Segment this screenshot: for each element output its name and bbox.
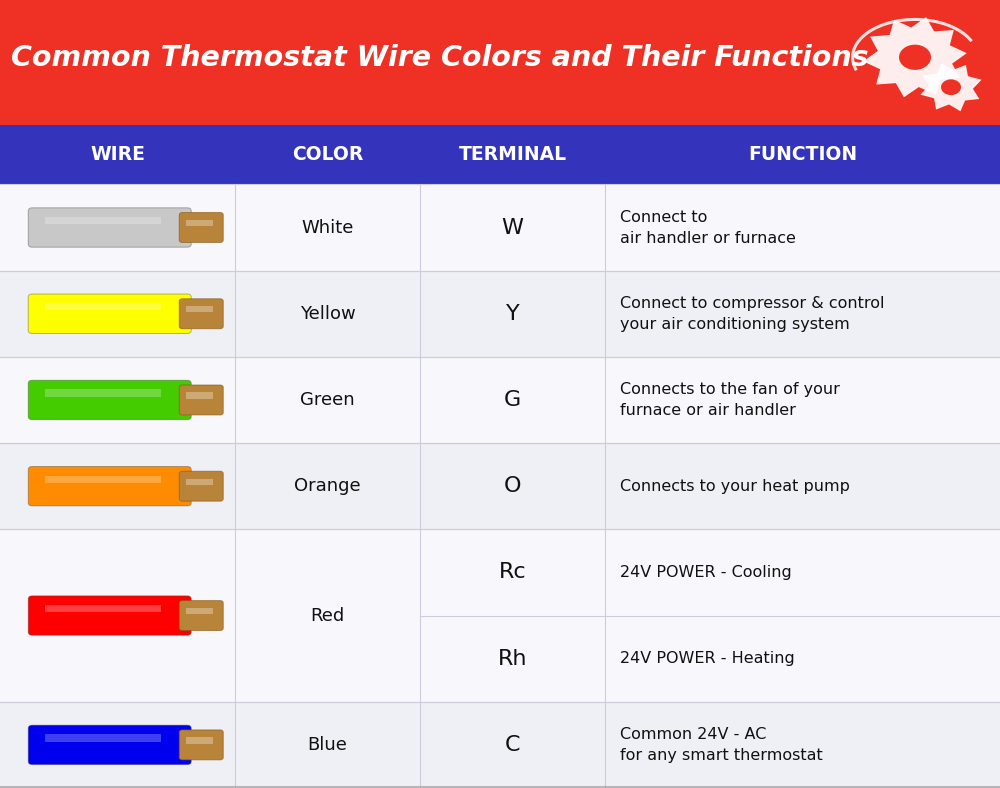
Text: Connects to the fan of your
furnace or air handler: Connects to the fan of your furnace or a…	[620, 382, 840, 418]
Text: TERMINAL: TERMINAL	[458, 145, 567, 164]
FancyBboxPatch shape	[179, 299, 223, 329]
Text: WIRE: WIRE	[90, 145, 145, 164]
Bar	[35, 299, 190, 333]
Bar	[186, 738, 213, 744]
Bar	[0, 443, 1000, 530]
Text: O: O	[504, 476, 521, 496]
Text: COLOR: COLOR	[292, 145, 363, 164]
Text: Blue: Blue	[308, 736, 347, 754]
Polygon shape	[863, 17, 967, 97]
Bar	[35, 386, 190, 419]
FancyBboxPatch shape	[28, 466, 191, 506]
Bar	[186, 220, 213, 226]
Bar	[186, 307, 213, 313]
Bar	[45, 476, 161, 483]
Text: C: C	[505, 735, 520, 755]
FancyBboxPatch shape	[28, 725, 191, 764]
Text: Rc: Rc	[499, 563, 526, 582]
FancyBboxPatch shape	[28, 596, 191, 635]
Bar	[45, 734, 161, 742]
Bar	[186, 478, 213, 485]
Bar	[0, 270, 1000, 357]
Bar	[35, 730, 190, 764]
Circle shape	[941, 80, 961, 95]
FancyBboxPatch shape	[28, 294, 191, 333]
Text: 24V POWER - Heating: 24V POWER - Heating	[620, 651, 795, 666]
Text: Connect to compressor & control
your air conditioning system: Connect to compressor & control your air…	[620, 296, 885, 332]
FancyBboxPatch shape	[179, 730, 223, 760]
Bar	[35, 472, 190, 505]
Text: Common Thermostat Wire Colors and Their Functions: Common Thermostat Wire Colors and Their …	[11, 44, 869, 72]
Bar	[0, 702, 1000, 788]
Bar	[0, 184, 1000, 270]
Text: Connects to your heat pump: Connects to your heat pump	[620, 478, 850, 494]
Bar	[45, 303, 161, 310]
Bar	[45, 389, 161, 396]
Text: Rh: Rh	[498, 649, 527, 669]
Bar	[0, 0, 1000, 125]
Bar	[45, 605, 161, 612]
Bar	[186, 392, 213, 399]
Text: 24V POWER - Cooling: 24V POWER - Cooling	[620, 565, 792, 580]
Text: FUNCTION: FUNCTION	[748, 145, 857, 164]
Text: Orange: Orange	[294, 478, 361, 495]
Bar	[0, 125, 1000, 184]
Text: White: White	[301, 218, 354, 236]
FancyBboxPatch shape	[28, 208, 191, 247]
FancyBboxPatch shape	[179, 213, 223, 243]
Text: Yellow: Yellow	[300, 305, 355, 323]
Text: Common 24V - AC
for any smart thermostat: Common 24V - AC for any smart thermostat	[620, 727, 823, 763]
Bar	[0, 530, 1000, 702]
Polygon shape	[920, 63, 982, 111]
Text: G: G	[504, 390, 521, 410]
FancyBboxPatch shape	[179, 471, 223, 501]
Text: W: W	[502, 217, 524, 237]
Bar	[45, 217, 161, 225]
Bar	[186, 608, 213, 615]
FancyBboxPatch shape	[28, 381, 191, 420]
Bar	[35, 214, 190, 247]
Circle shape	[899, 45, 931, 70]
Text: Y: Y	[506, 303, 519, 324]
Bar	[0, 357, 1000, 443]
FancyBboxPatch shape	[179, 600, 223, 630]
Text: Green: Green	[300, 391, 355, 409]
FancyBboxPatch shape	[179, 385, 223, 415]
Text: Red: Red	[310, 607, 345, 625]
Bar	[35, 601, 190, 634]
Text: Connect to
air handler or furnace: Connect to air handler or furnace	[620, 210, 796, 246]
